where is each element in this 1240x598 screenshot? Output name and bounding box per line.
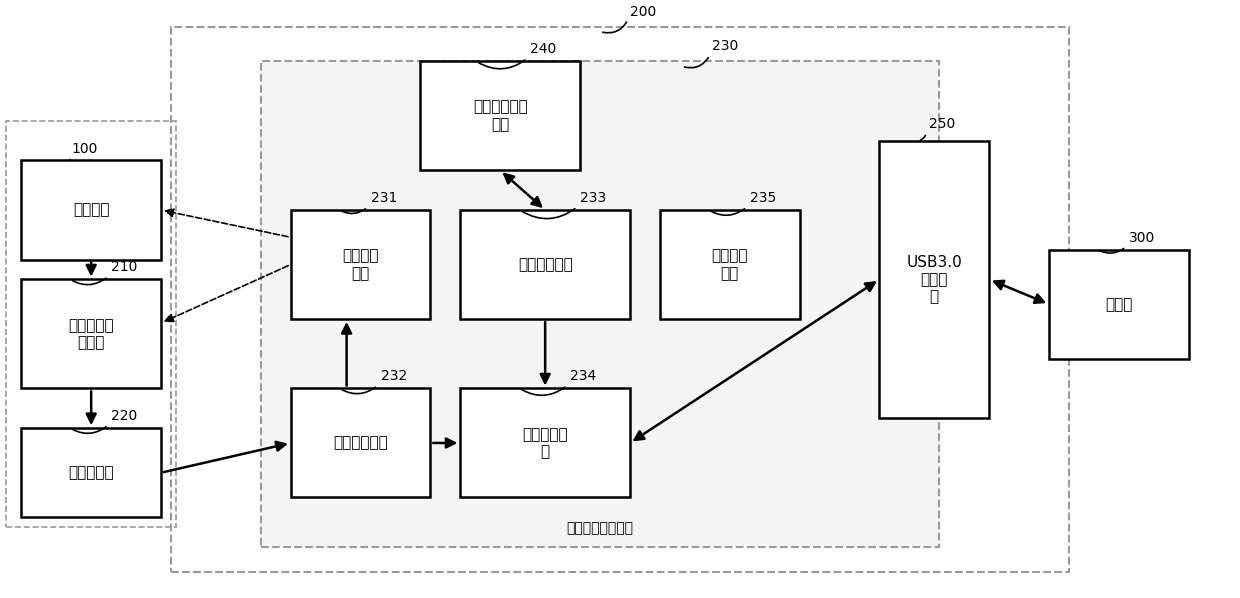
Bar [21,428,161,517]
Text: 100: 100 [71,142,98,155]
Bar [21,160,161,260]
Bar [660,210,800,319]
Text: 234: 234 [570,370,596,383]
Text: 数据处理单元: 数据处理单元 [334,435,388,450]
Bar [6,121,176,527]
Text: 前端信号调
理电路: 前端信号调 理电路 [68,318,114,350]
Bar [460,210,630,319]
Bar [290,389,430,498]
Text: 缓冲控制单元: 缓冲控制单元 [518,257,573,272]
Text: 现场可编程门阵列: 现场可编程门阵列 [567,521,634,535]
Text: 230: 230 [712,39,738,53]
Bar [879,141,990,418]
Text: 220: 220 [112,409,138,423]
Text: 235: 235 [750,191,776,205]
Bar [460,389,630,498]
Text: 超声探头: 超声探头 [73,203,109,218]
Text: 上位机: 上位机 [1105,297,1132,312]
Bar [260,62,939,547]
Bar [420,62,580,170]
Text: USB3.0
桥接芯
片: USB3.0 桥接芯 片 [906,255,962,304]
Text: 210: 210 [112,261,138,274]
Bar [21,279,161,389]
Bar [171,27,1069,572]
Text: 200: 200 [630,5,656,19]
Text: 时钟管理
单元: 时钟管理 单元 [712,248,748,280]
Text: 模数转换器: 模数转换器 [68,465,114,480]
Text: 233: 233 [580,191,606,205]
Text: 采集控制
单元: 采集控制 单元 [342,248,379,280]
Bar [290,210,430,319]
Text: 240: 240 [531,42,557,56]
Bar [1049,250,1189,359]
Text: 250: 250 [929,117,956,131]
Text: 传输控制单
元: 传输控制单 元 [522,427,568,459]
Text: 大容量数据存
储器: 大容量数据存 储器 [472,100,528,132]
Text: 300: 300 [1128,231,1156,245]
Text: 231: 231 [371,191,397,205]
Text: 232: 232 [381,370,407,383]
